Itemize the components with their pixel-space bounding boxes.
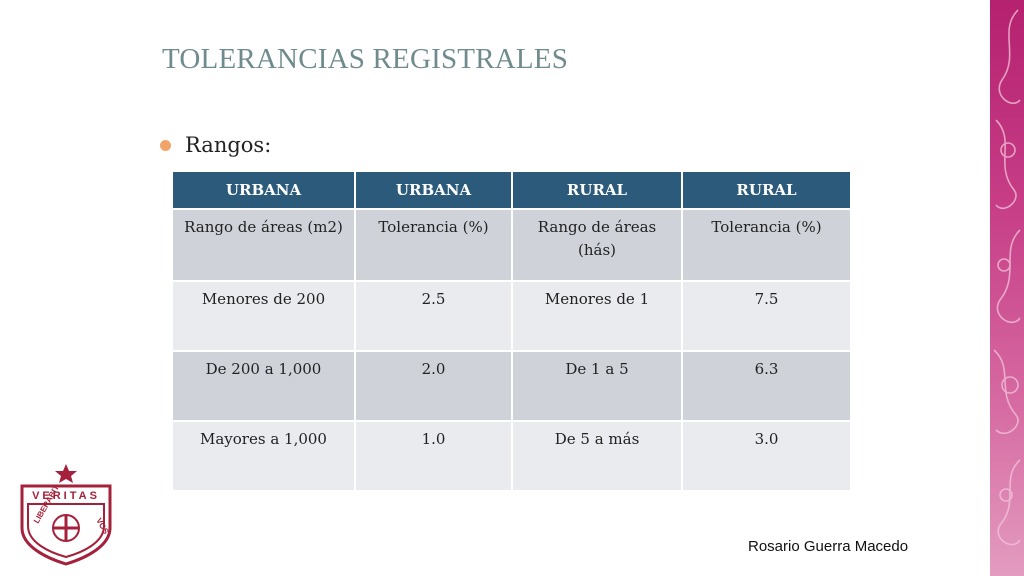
table-cell: 1.0: [355, 421, 513, 492]
slide-title: TOLERANCIAS REGISTRALES: [162, 43, 569, 75]
table-cell: De 200 a 1,000: [173, 351, 356, 422]
svg-text:VERITAS: VERITAS: [32, 490, 100, 502]
table-cell: Tolerancia (%): [682, 209, 852, 282]
table-cell: 6.3: [682, 351, 852, 422]
swirl-pattern-icon: [993, 9, 1021, 546]
header-cell-urbana-1: URBANA: [173, 172, 356, 210]
table-cell: Menores de 1: [512, 281, 683, 352]
table-row: Rango de áreas (m2) Tolerancia (%) Rango…: [173, 209, 852, 282]
table-header-row: URBANA URBANA RURAL RURAL: [173, 172, 852, 210]
bullet-item: Rangos:: [160, 133, 271, 157]
table-cell: Menores de 200: [173, 281, 356, 352]
table-row: De 200 a 1,000 2.0 De 1 a 5 6.3: [173, 351, 852, 422]
author-footer: Rosario Guerra Macedo: [748, 538, 909, 555]
table-cell: Tolerancia (%): [355, 209, 513, 282]
table-cell: 2.0: [355, 351, 513, 422]
university-logo: VERITAS LIBERABIT VOS: [14, 462, 118, 566]
table-cell: 2.5: [355, 281, 513, 352]
table-cell: 3.0: [682, 421, 852, 492]
table-cell: De 1 a 5: [512, 351, 683, 422]
table-cell: 7.5: [682, 281, 852, 352]
tolerance-table: URBANA URBANA RURAL RURAL Rango de áreas…: [173, 172, 852, 492]
decorative-side-band: [990, 0, 1024, 576]
table-row: Mayores a 1,000 1.0 De 5 a más 3.0: [173, 421, 852, 492]
table-cell: Rango de áreas (m2): [173, 209, 356, 282]
header-cell-rural-1: RURAL: [512, 172, 683, 210]
header-cell-urbana-2: URBANA: [355, 172, 513, 210]
table-cell: De 5 a más: [512, 421, 683, 492]
bullet-dot-icon: [160, 139, 171, 151]
table-row: Menores de 200 2.5 Menores de 1 7.5: [173, 281, 852, 352]
header-cell-rural-2: RURAL: [682, 172, 852, 210]
table-cell: Rango de áreas (hás): [512, 209, 683, 282]
bullet-text: Rangos:: [185, 133, 272, 157]
table-cell: Mayores a 1,000: [173, 421, 356, 492]
crest-logo-icon: VERITAS LIBERABIT VOS: [20, 464, 112, 566]
